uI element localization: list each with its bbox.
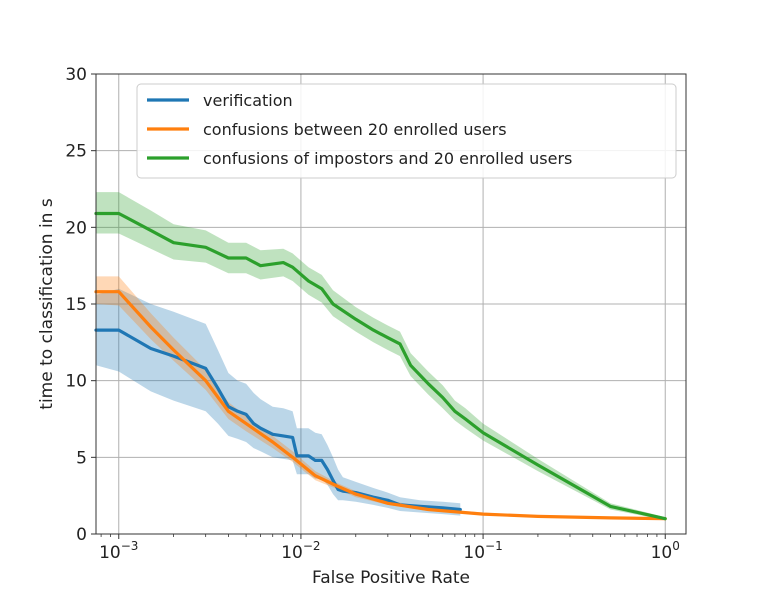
x-tick-label: 10−1 [463,539,502,563]
band-confusions-of-impostors-and-20-enrolled-users [96,192,666,521]
band-verification [96,288,461,516]
y-axis-label: time to classification in s [37,198,57,410]
legend-label: confusions of impostors and 20 enrolled … [203,149,572,168]
y-tick-label: 10 [65,372,87,392]
y-tick-label: 5 [76,448,87,468]
confidence-bands [96,192,666,521]
y-tick-label: 20 [65,218,87,238]
x-tick-base: 10 [99,543,121,563]
x-tick-exponent: −2 [303,539,321,553]
x-tick-exponent: 0 [672,539,680,553]
legend-label: confusions between 20 enrolled users [203,120,507,139]
x-tick-base: 10 [651,543,673,563]
x-tick-label: 100 [651,539,680,563]
y-tick-label: 30 [65,65,87,85]
y-tick-label: 0 [76,525,87,545]
x-tick-exponent: −1 [485,539,503,553]
y-tick-label: 15 [65,295,87,315]
line-confusions-of-impostors-and-20-enrolled-users [94,211,667,521]
legend-box [136,83,677,179]
y-tick-label: 25 [65,142,87,162]
series-lines [94,211,667,521]
line-verification [94,328,462,512]
x-tick-base: 10 [281,543,303,563]
x-tick-label: 10−2 [281,539,320,563]
line-confusions-between-20-enrolled-users [94,290,667,521]
x-tick-base: 10 [463,543,485,563]
legend: verification confusions between 20 enroll… [136,83,677,179]
x-tick-exponent: −3 [121,539,139,553]
legend-label: verification [203,91,293,110]
x-tick-label: 10−3 [99,539,138,563]
x-axis-label: False Positive Rate [312,568,470,588]
